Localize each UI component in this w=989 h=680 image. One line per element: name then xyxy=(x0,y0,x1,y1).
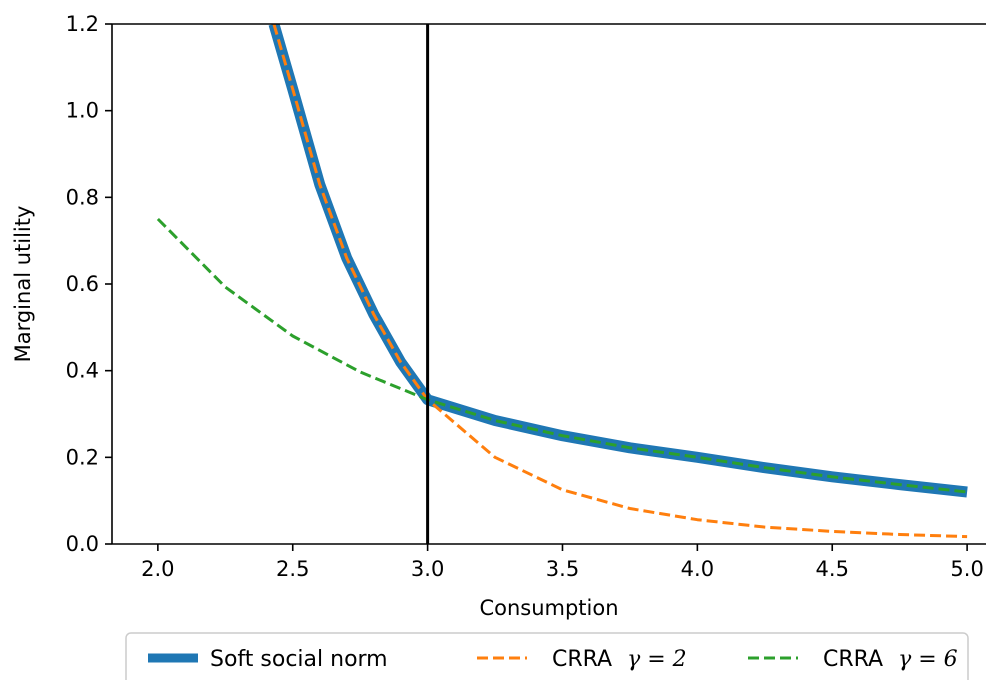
y-tick-label: 0.6 xyxy=(66,272,99,296)
y-axis-label: Marginal utility xyxy=(11,206,35,363)
legend-label-crra-gamma-6-name: CRRA xyxy=(823,647,883,672)
x-tick-label: 4.5 xyxy=(816,557,849,581)
y-tick-label: 0.0 xyxy=(66,532,99,556)
legend-label-crra-gamma-6-gamma: γ = 6 xyxy=(898,647,958,672)
legend-label-crra-gamma-2: CRRA γ = 2 xyxy=(552,647,687,672)
y-tick-label: 0.2 xyxy=(66,445,99,469)
legend-label-crra-gamma-2-name: CRRA xyxy=(552,647,612,672)
series-line-0 xyxy=(268,24,968,498)
x-tick-label: 3.5 xyxy=(546,557,579,581)
legend-label-soft-social-norm: Soft social norm xyxy=(210,647,388,672)
legend-label-crra-gamma-2-gamma: γ = 2 xyxy=(627,647,687,672)
y-tick-label: 0.8 xyxy=(66,185,99,209)
axes-frame xyxy=(111,23,986,545)
x-tick-label: 2.0 xyxy=(141,557,174,581)
x-tick-label: 2.5 xyxy=(276,557,309,581)
y-tick-label: 1.0 xyxy=(66,99,99,123)
series-line-1 xyxy=(272,24,968,539)
y-tick-label: 0.4 xyxy=(66,359,99,383)
x-tick-label: 5.0 xyxy=(950,557,983,581)
series-layer xyxy=(156,24,968,539)
x-axis-label: Consumption xyxy=(479,596,618,620)
x-tick-label: 4.0 xyxy=(681,557,714,581)
legend-label-crra-gamma-6: CRRA γ = 6 xyxy=(823,647,958,672)
y-axis-ticks: 0.0 0.2 0.4 0.6 0.8 1.0 1.2 xyxy=(66,12,112,556)
legend-frame xyxy=(125,632,969,680)
y-tick-label: 1.2 xyxy=(66,12,99,36)
x-tick-label: 3.0 xyxy=(411,557,444,581)
legend: Soft social norm CRRA γ = 2 CRRA γ = 6 xyxy=(125,632,969,680)
series-line-2 xyxy=(156,217,968,494)
x-axis-ticks: 2.0 2.5 3.0 3.5 4.0 4.5 5.0 xyxy=(141,544,984,581)
